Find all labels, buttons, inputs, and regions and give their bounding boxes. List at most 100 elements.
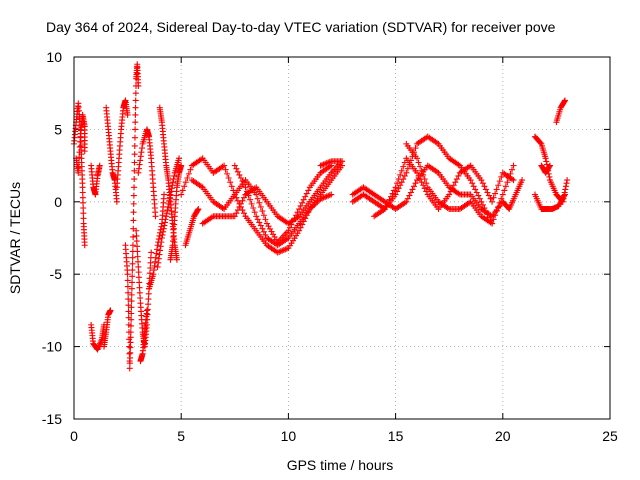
data-point bbox=[502, 183, 509, 190]
data-point bbox=[564, 177, 571, 184]
data-point bbox=[127, 334, 134, 341]
data-point bbox=[510, 177, 517, 184]
data-point bbox=[499, 191, 506, 198]
data-point bbox=[403, 169, 410, 176]
data-point bbox=[267, 225, 274, 232]
data-point bbox=[253, 191, 260, 198]
data-point bbox=[394, 188, 401, 195]
data-point bbox=[242, 184, 249, 191]
data-point bbox=[124, 111, 131, 118]
data-point bbox=[397, 182, 404, 189]
y-axis-label: SDTVAR / TECUs bbox=[7, 182, 23, 294]
data-point bbox=[484, 189, 491, 196]
data-point bbox=[158, 235, 165, 241]
data-point bbox=[489, 220, 496, 227]
data-point bbox=[481, 183, 488, 190]
data-point bbox=[134, 253, 141, 260]
data-point bbox=[150, 271, 157, 278]
data-point bbox=[178, 191, 185, 198]
x-tick-label: 20 bbox=[495, 428, 511, 444]
data-point bbox=[150, 267, 157, 274]
data-point bbox=[221, 162, 228, 169]
data-point bbox=[339, 158, 345, 165]
data-point bbox=[126, 343, 133, 350]
data-point bbox=[263, 220, 270, 227]
data-point bbox=[395, 185, 402, 192]
data-point bbox=[126, 350, 133, 357]
data-point bbox=[125, 289, 132, 296]
data-point bbox=[478, 177, 485, 184]
data-point bbox=[328, 191, 335, 198]
data-point bbox=[248, 200, 255, 207]
data-point bbox=[162, 216, 169, 223]
data-point bbox=[449, 185, 456, 192]
data-point bbox=[302, 193, 309, 200]
data-point bbox=[239, 197, 246, 204]
data-point bbox=[412, 180, 419, 187]
data-point bbox=[398, 167, 405, 174]
data-point bbox=[147, 259, 154, 266]
data-point bbox=[132, 90, 139, 97]
data-point bbox=[128, 298, 135, 305]
data-point bbox=[450, 182, 457, 189]
data-point bbox=[96, 162, 103, 169]
data-point bbox=[136, 289, 143, 296]
data-point bbox=[160, 228, 167, 235]
data-point bbox=[400, 163, 407, 170]
data-point bbox=[561, 97, 568, 104]
data-point bbox=[420, 182, 427, 189]
data-point bbox=[394, 180, 401, 187]
data-point bbox=[97, 340, 104, 347]
data-point bbox=[152, 258, 159, 265]
data-point bbox=[407, 189, 414, 196]
data-point bbox=[227, 179, 234, 186]
data-point bbox=[126, 365, 133, 372]
data-point bbox=[125, 296, 132, 303]
data-point bbox=[161, 191, 168, 198]
data-point bbox=[260, 212, 267, 219]
data-point bbox=[259, 225, 266, 232]
data-point bbox=[314, 198, 321, 205]
data-point bbox=[233, 165, 240, 172]
data-point bbox=[452, 179, 459, 186]
data-point bbox=[173, 256, 180, 263]
data-point bbox=[251, 209, 258, 216]
data-point bbox=[124, 271, 131, 278]
data-point bbox=[130, 192, 137, 199]
data-point bbox=[163, 210, 170, 217]
data-point bbox=[159, 231, 166, 238]
data-point bbox=[562, 183, 569, 190]
data-point bbox=[386, 196, 393, 203]
data-point bbox=[237, 200, 244, 207]
data-point bbox=[233, 194, 240, 201]
data-point bbox=[79, 189, 86, 196]
data-point bbox=[154, 242, 161, 249]
data-point bbox=[257, 203, 264, 210]
data-point bbox=[383, 202, 390, 209]
data-point bbox=[498, 173, 505, 180]
data-point bbox=[418, 167, 425, 174]
y-tick-label: -5 bbox=[50, 266, 63, 282]
data-point bbox=[161, 219, 168, 226]
data-point bbox=[151, 262, 158, 269]
data-point bbox=[389, 190, 396, 197]
data-point bbox=[144, 306, 151, 313]
data-point bbox=[130, 209, 137, 216]
data-point bbox=[236, 171, 243, 178]
data-point bbox=[94, 346, 101, 353]
data-point bbox=[145, 296, 152, 303]
data-point bbox=[171, 172, 178, 179]
data-point bbox=[415, 172, 422, 179]
data-point bbox=[95, 345, 102, 352]
data-point bbox=[236, 203, 243, 210]
data-point bbox=[254, 216, 261, 223]
data-point bbox=[79, 184, 86, 191]
data-point bbox=[124, 283, 131, 290]
data-point bbox=[478, 198, 485, 205]
data-point bbox=[453, 176, 460, 183]
data-point bbox=[143, 307, 150, 314]
data-point bbox=[164, 207, 171, 214]
data-point bbox=[410, 183, 417, 190]
data-point bbox=[128, 304, 135, 311]
data-point bbox=[240, 181, 247, 188]
